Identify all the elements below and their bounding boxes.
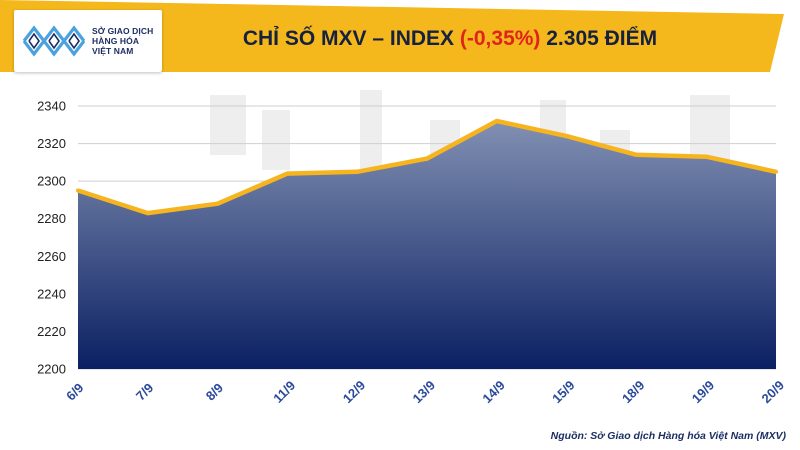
data-point [774,169,778,174]
data-point [355,169,360,174]
y-axis-ticks: 2200 2220 2240 2260 2280 2300 2320 2340 [37,99,66,377]
x-tick-label: 18/9 [619,378,648,407]
y-tick-label: 2240 [37,286,66,301]
data-point [564,134,569,139]
data-point [215,201,220,206]
x-tick-label: 6/9 [63,380,86,403]
data-point [425,156,429,161]
data-point [76,188,80,193]
x-tick-label: 15/9 [549,378,578,407]
y-tick-label: 2300 [37,174,66,189]
x-tick-label: 11/9 [270,378,298,406]
y-tick-label: 2260 [37,249,66,264]
brand-name-line-3: VIỆT NAM [92,46,134,56]
title-prefix: CHỈ SỐ MXV – INDEX [242,27,460,50]
brand-logo: SỞ GIAO DỊCH HÀNG HÓA VIỆT NAM [14,10,162,72]
data-point [285,171,290,176]
x-tick-label: 8/9 [203,380,226,403]
header-banner [0,0,784,72]
y-tick-label: 2280 [37,211,66,226]
data-points [76,119,778,216]
data-point [145,211,150,216]
x-tick-label: 19/9 [689,378,718,407]
x-axis-ticks: 6/9 7/9 8/9 11/9 12/9 13/9 14/9 15/9 18/9 19/9 20/… [63,378,787,407]
data-point [494,119,499,124]
x-tick-label: 13/9 [410,378,439,407]
page-title: CHỈ SỐ MXV – INDEX (-0,35%) 2.305 ĐIỂM [170,27,730,51]
title-suffix: 2.305 ĐIỂM [540,27,658,50]
y-tick-label: 2320 [37,136,66,151]
data-point [634,152,639,157]
mxv-logo-icon [22,25,86,57]
brand-name-line-2: HÀNG HÓA [92,36,140,46]
y-tick-label: 2220 [37,324,66,339]
y-tick-label: 2200 [37,362,66,377]
x-tick-label: 20/9 [759,378,788,407]
header-background [0,0,784,72]
x-tick-label: 12/9 [340,378,369,407]
brand-name: SỞ GIAO DỊCH HÀNG HÓA VIỆT NAM [92,26,162,56]
x-tick-label: 14/9 [479,378,508,407]
y-tick-label: 2340 [37,99,66,114]
title-change-percent: (-0,35%) [459,27,541,50]
source-note: Nguồn: Sở Giao dịch Hàng hóa Việt Nam (M… [550,430,786,442]
x-tick-label: 7/9 [133,380,156,403]
data-point [704,154,709,159]
brand-name-line-1: SỞ GIAO DỊCH [92,26,154,36]
index-area [78,121,776,369]
